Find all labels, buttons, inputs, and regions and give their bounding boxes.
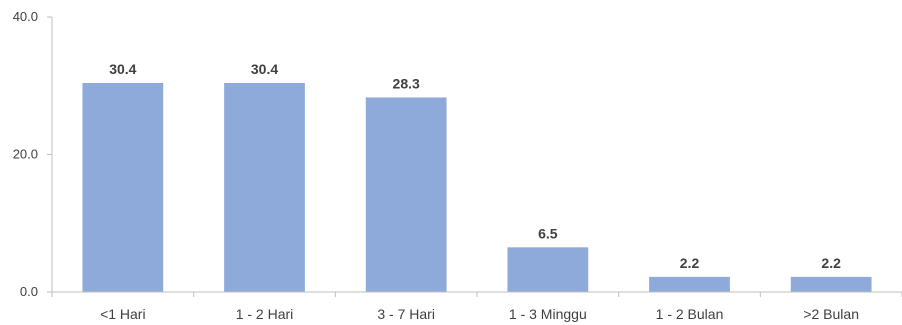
data-label: 30.4 — [251, 61, 278, 77]
x-tick-label: >2 Bulan — [803, 306, 859, 322]
bar — [365, 97, 447, 292]
y-tick-label: 0.0 — [20, 284, 38, 299]
bar — [649, 276, 730, 292]
x-tick-label: 1 - 2 Bulan — [656, 306, 724, 322]
x-tick-label: 3 - 7 Hari — [377, 306, 435, 322]
x-axis: <1 Hari 1 - 2 Hari 3 - 7 Hari 1 - 3 Minggu 1… — [51, 291, 902, 322]
x-tick-label: <1 Hari — [100, 306, 146, 322]
y-tick-label: 40.0 — [13, 9, 38, 24]
data-label: 28.3 — [393, 75, 420, 91]
y-axis: 0.0 20.0 40.0 — [13, 9, 53, 299]
x-tick-label: 1 - 2 Hari — [236, 306, 294, 322]
data-label: 2.2 — [821, 255, 841, 271]
data-label: 30.4 — [109, 61, 136, 77]
data-label: 6.5 — [538, 225, 558, 241]
bar — [790, 276, 872, 292]
bar — [224, 83, 305, 292]
data-label: 2.2 — [680, 255, 700, 271]
bar — [82, 83, 164, 292]
bar — [507, 247, 589, 292]
bars: 30.4 30.4 28.3 6.5 2.2 2.2 — [82, 61, 872, 292]
y-tick-label: 20.0 — [13, 147, 38, 162]
x-tick-label: 1 - 3 Minggu — [509, 306, 587, 322]
